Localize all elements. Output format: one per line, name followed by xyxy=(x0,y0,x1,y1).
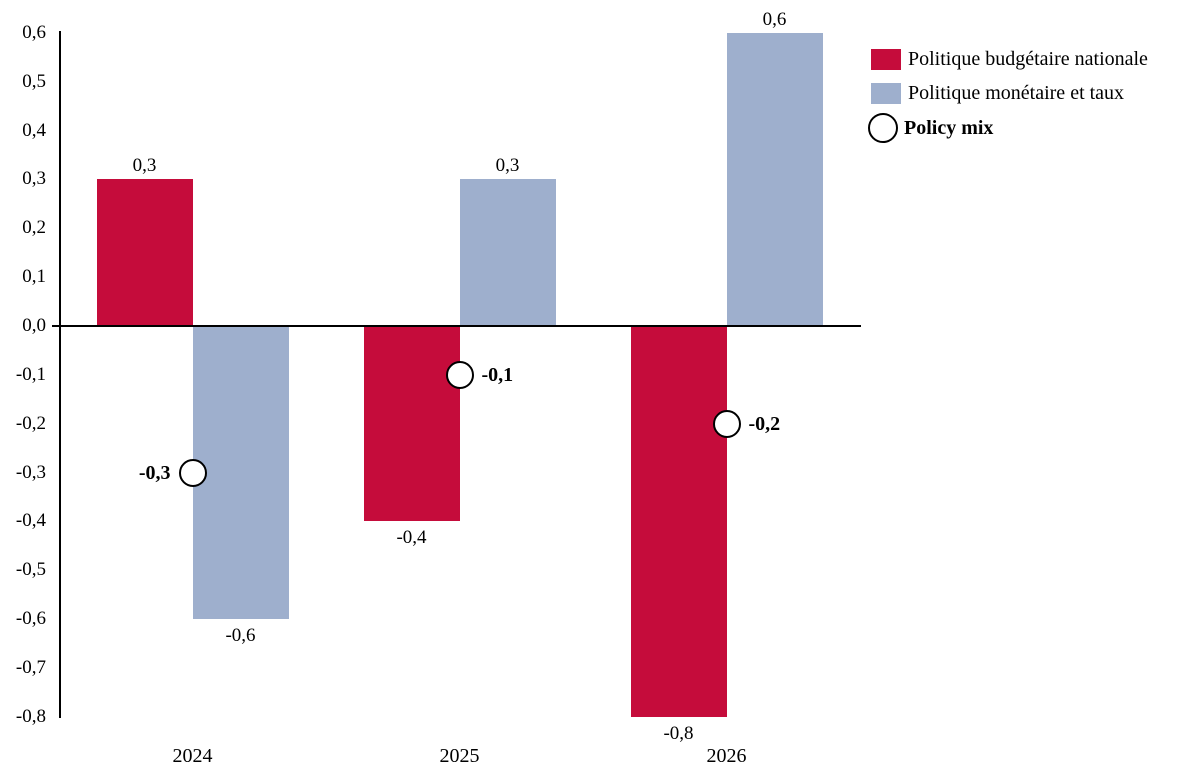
x-axis-tick-label-2026: 2026 xyxy=(706,745,747,767)
bar-value-label: 0,6 xyxy=(762,8,787,30)
policy-mix-marker-2024 xyxy=(178,458,207,487)
legend-item-monetaire: Politique monétaire et taux xyxy=(871,81,1124,105)
y-axis-tick-label: -0,1 xyxy=(15,363,46,385)
bar-monetaire-2026 xyxy=(726,32,823,326)
y-axis-tick-label: 0,1 xyxy=(22,266,46,288)
policy-mix-marker-2026 xyxy=(712,409,741,438)
monetaire-swatch-icon xyxy=(871,82,901,104)
x-axis-tick-label-2024: 2024 xyxy=(172,745,213,767)
bar-value-label: 0,3 xyxy=(132,155,157,177)
legend-label: Policy mix xyxy=(904,117,994,139)
y-axis-tick-label: -0,7 xyxy=(15,656,46,678)
bar-value-label: -0,6 xyxy=(225,625,256,647)
y-axis-tick-label: 0,6 xyxy=(22,21,46,43)
legend-item-policy-mix: Policy mix xyxy=(868,113,993,143)
y-axis-line xyxy=(59,31,61,718)
x-axis-tick-label-2025: 2025 xyxy=(439,745,480,767)
legend-label: Politique budgétaire nationale xyxy=(908,48,1148,70)
y-axis-tick-label: 0,5 xyxy=(22,70,46,92)
y-axis-tick-label: -0,3 xyxy=(15,461,46,483)
budgetaire-swatch-icon xyxy=(871,48,901,70)
bar-budgetaire-2025 xyxy=(363,326,460,522)
bar-budgetaire-2026 xyxy=(630,326,727,717)
policy-mix-value-label: -0,1 xyxy=(481,363,514,386)
y-axis-tick-label: 0,3 xyxy=(22,168,46,190)
y-axis-tick-label: -0,2 xyxy=(15,412,46,434)
bar-monetaire-2024 xyxy=(192,326,289,620)
y-axis-tick-label: 0,4 xyxy=(22,119,46,141)
y-axis-tick-label: -0,5 xyxy=(15,559,46,581)
policy-mix-value-label: -0,2 xyxy=(748,412,781,435)
y-axis-tick-label: -0,6 xyxy=(15,608,46,630)
bar-value-label: 0,3 xyxy=(495,155,520,177)
y-axis-tick-label: 0,2 xyxy=(22,217,46,239)
policy-mix-circle-icon xyxy=(868,113,898,143)
policy-mix-marker-2025 xyxy=(445,360,474,389)
policy-mix-value-label: -0,3 xyxy=(138,461,171,484)
bar-budgetaire-2024 xyxy=(96,179,193,326)
y-axis-tick-label: -0,8 xyxy=(15,705,46,727)
zero-line xyxy=(52,325,861,327)
y-axis-tick-label: -0,4 xyxy=(15,510,46,532)
bar-value-label: -0,4 xyxy=(396,527,427,549)
y-axis-tick-label: 0,0 xyxy=(22,315,46,336)
legend-item-budgetaire: Politique budgétaire nationale xyxy=(871,47,1148,71)
bar-monetaire-2025 xyxy=(459,179,556,326)
bar-value-label: -0,8 xyxy=(663,722,694,744)
legend-label: Politique monétaire et taux xyxy=(908,82,1125,104)
